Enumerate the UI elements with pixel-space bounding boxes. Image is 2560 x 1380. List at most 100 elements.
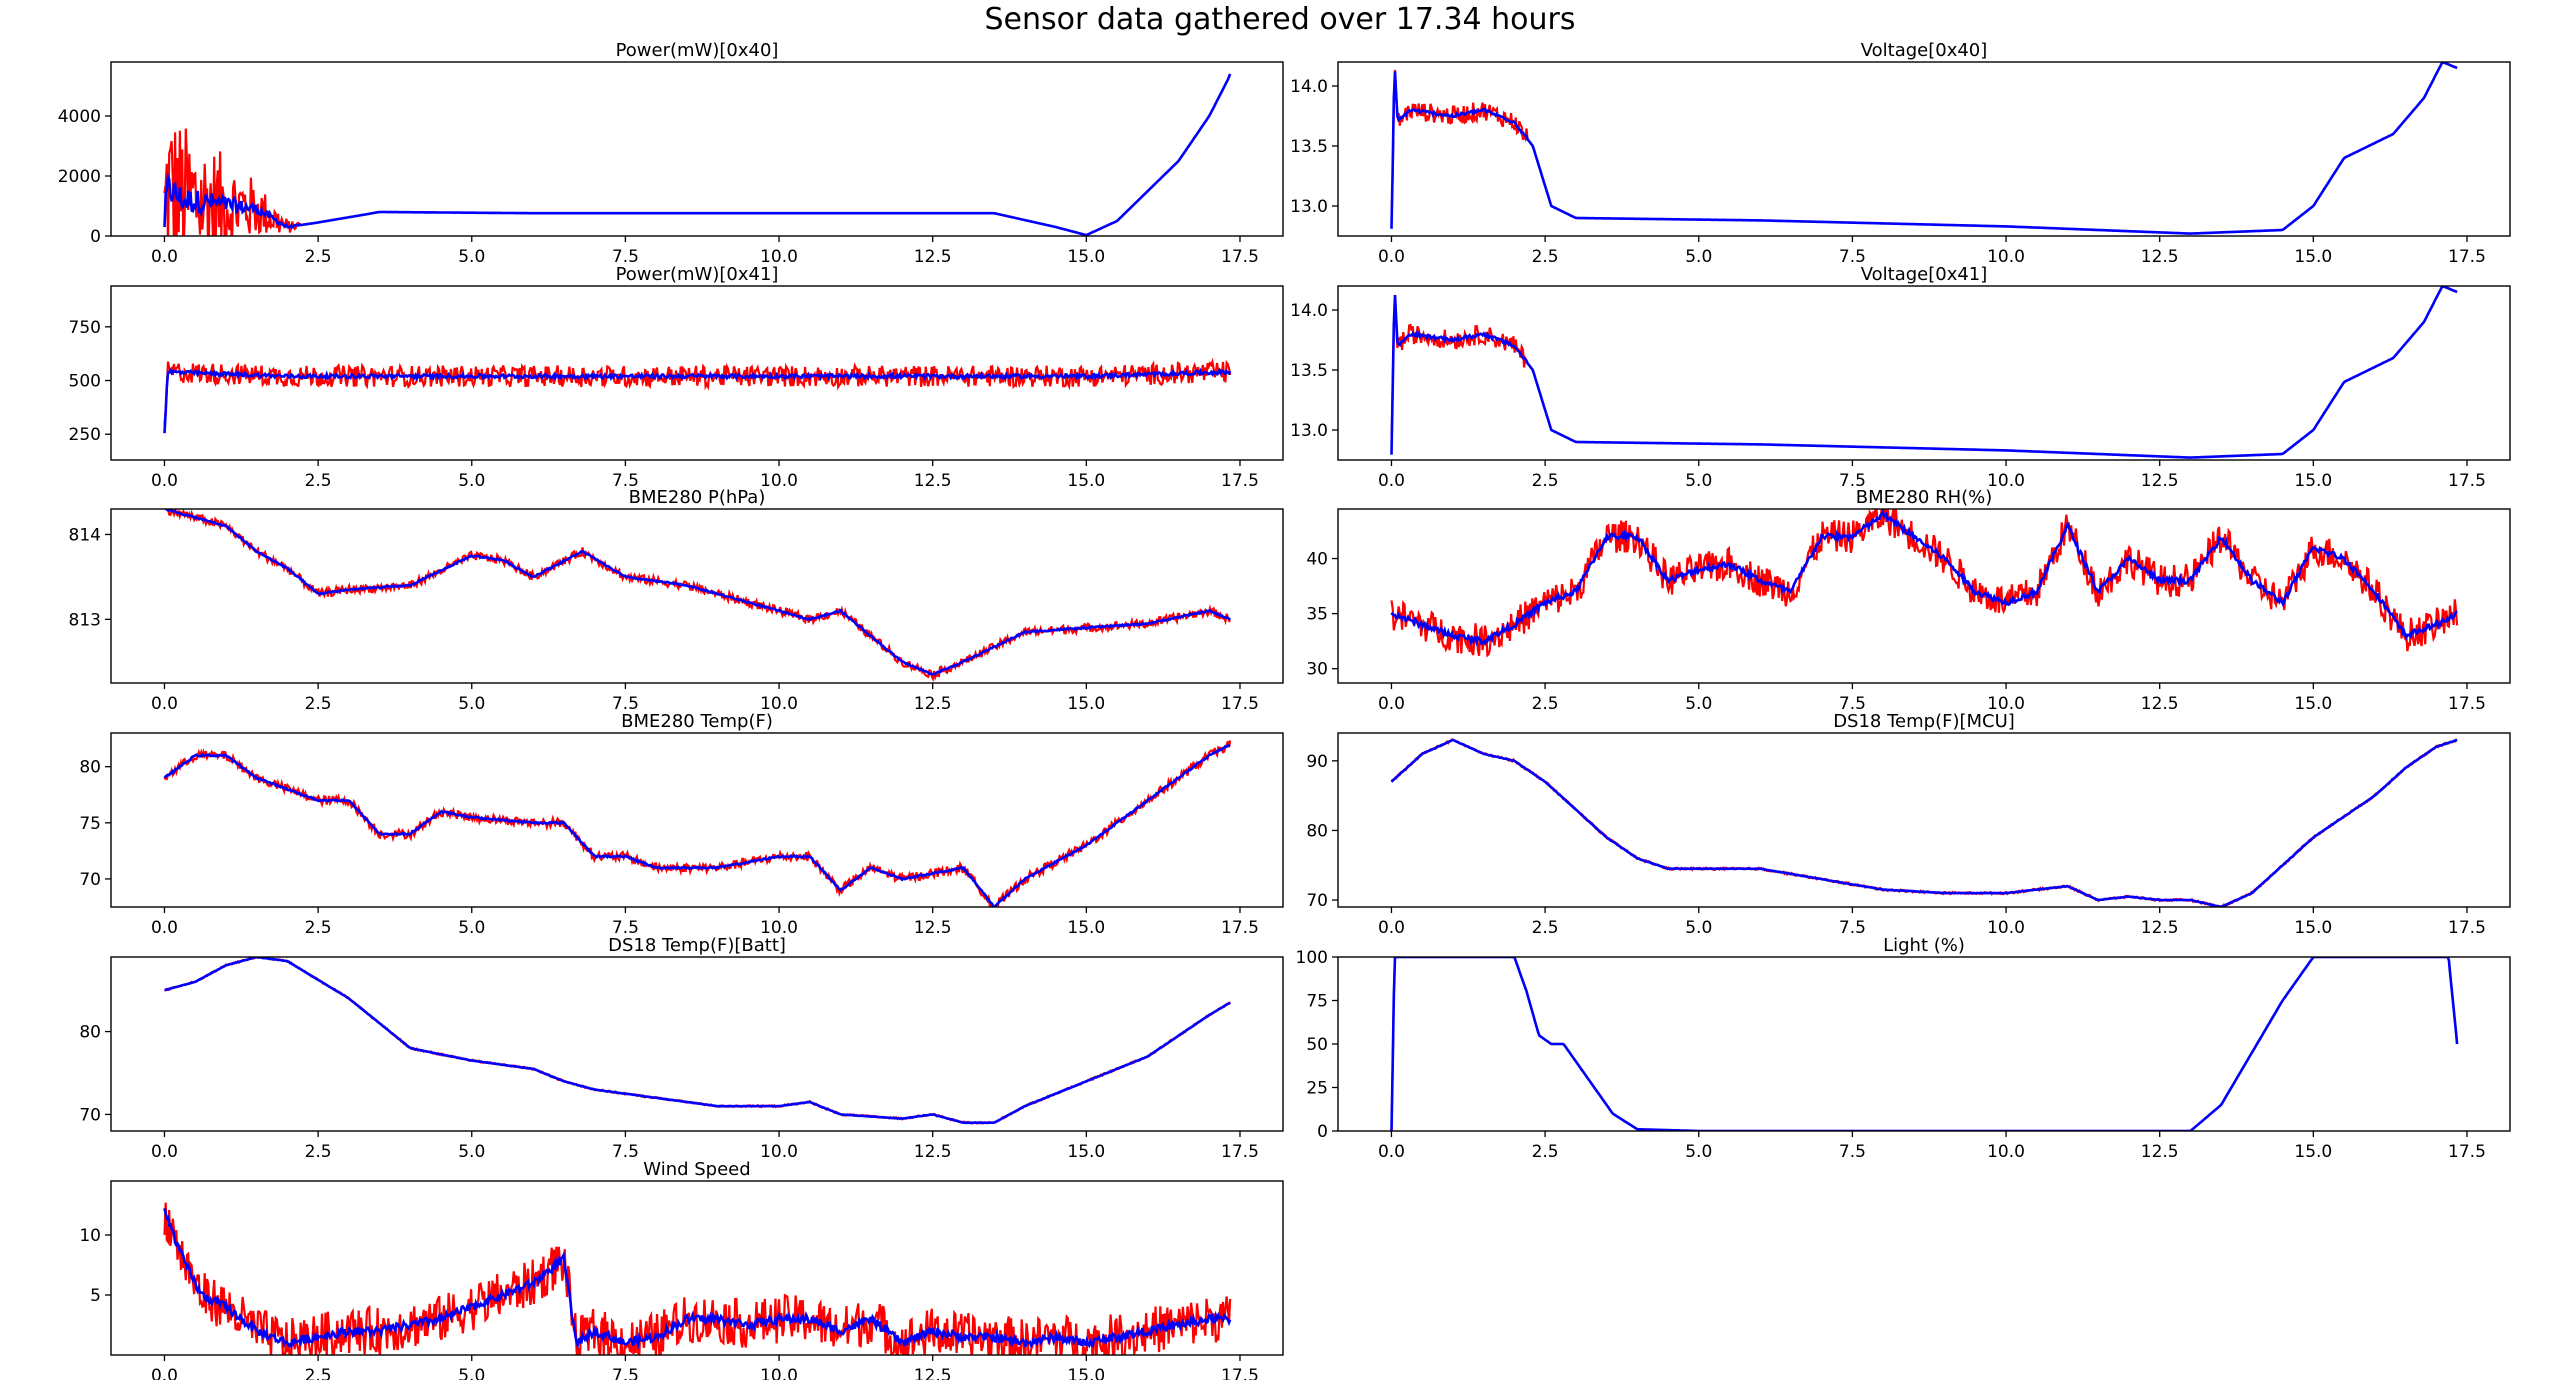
x-tick-label: 12.5 <box>914 918 952 938</box>
y-tick-label: 70 <box>1306 891 1328 911</box>
x-tick-label: 0.0 <box>1378 694 1405 714</box>
x-tick-label: 7.5 <box>612 247 639 267</box>
plot-area <box>164 509 1232 683</box>
axes-frame <box>110 61 1284 237</box>
subplot-1: Power(mW)[0x40] 0.0 2.5 5.0 7.5 10.0 12.5 15.0 1… <box>58 40 1284 267</box>
y-tick-label: 30 <box>1306 660 1328 680</box>
x-tick-label: 2.5 <box>1532 247 1559 267</box>
subplot-9: DS18 Temp(F)[Batt] 0.0 2.5 5.0 7.5 10.0 12.5 15… <box>79 935 1284 1162</box>
x-tick-label: 5.0 <box>1685 247 1712 267</box>
subplot-title: DS18 Temp(F)[MCU] <box>1833 711 2015 732</box>
x-tick-label: 17.5 <box>1221 247 1259 267</box>
x-tick-label: 5.0 <box>458 1142 485 1162</box>
y-tick-label: 0 <box>1317 1122 1328 1142</box>
series-smoothed-line <box>164 957 1231 1125</box>
x-tick-label: 5.0 <box>1685 918 1712 938</box>
y-tick-label: 80 <box>1306 821 1328 841</box>
x-tick-label: 5.0 <box>1685 694 1712 714</box>
x-tick-label: 15.0 <box>1067 1142 1105 1162</box>
x-tick-label: 0.0 <box>151 1366 178 1380</box>
series-smoothed-line <box>163 1208 1232 1350</box>
subplot-title: Voltage[0x41] <box>1861 264 1988 285</box>
series-smoothed-line <box>1390 286 2458 459</box>
axes-frame <box>110 956 1284 1132</box>
axes-frame <box>110 732 1284 908</box>
x-tick-label: 2.5 <box>1532 471 1559 491</box>
plot-area <box>163 1202 1232 1355</box>
series-smoothed-line <box>163 367 1232 434</box>
y-tick-label: 40 <box>1306 550 1328 570</box>
series-smoothed-line <box>1390 738 2458 907</box>
x-tick-label: 17.5 <box>1221 471 1259 491</box>
x-tick-label: 15.0 <box>1067 1366 1105 1380</box>
x-tick-label: 12.5 <box>2141 1142 2179 1162</box>
x-tick-label: 2.5 <box>305 247 332 267</box>
series-raw-line <box>163 357 1232 426</box>
x-tick-label: 10.0 <box>760 918 798 938</box>
axes-frame <box>1337 285 2511 461</box>
y-tick-label: 90 <box>1306 752 1328 772</box>
x-tick-label: 17.5 <box>1221 694 1259 714</box>
axes-frame <box>1337 508 2511 684</box>
series-smoothed-line <box>164 509 1232 676</box>
x-tick-label: 17.5 <box>2448 918 2486 938</box>
series-raw-line <box>163 73 1232 236</box>
x-tick-label: 17.5 <box>1221 918 1259 938</box>
y-tick-label: 13.0 <box>1290 421 1328 441</box>
x-tick-label: 0.0 <box>151 1142 178 1162</box>
x-tick-label: 5.0 <box>1685 471 1712 491</box>
series-raw-line <box>1390 62 2458 235</box>
subplot-title: DS18 Temp(F)[Batt] <box>608 935 786 956</box>
y-tick-label: 75 <box>79 814 101 834</box>
series-raw-line <box>163 740 1232 907</box>
y-tick-label: 814 <box>69 525 101 545</box>
x-tick-label: 2.5 <box>1532 918 1559 938</box>
x-tick-label: 0.0 <box>151 694 178 714</box>
x-tick-label: 12.5 <box>2141 471 2179 491</box>
x-tick-label: 2.5 <box>305 694 332 714</box>
x-tick-label: 7.5 <box>612 1366 639 1380</box>
series-raw-line <box>1390 286 2458 459</box>
x-tick-label: 17.5 <box>2448 694 2486 714</box>
x-tick-label: 15.0 <box>2294 694 2332 714</box>
x-tick-label: 5.0 <box>458 471 485 491</box>
x-tick-label: 10.0 <box>1987 694 2025 714</box>
x-tick-label: 7.5 <box>1839 694 1866 714</box>
x-tick-label: 12.5 <box>2141 918 2179 938</box>
series-raw-line <box>1390 509 2459 658</box>
subplot-4: Voltage[0x41] 0.0 2.5 5.0 7.5 10.0 12.5 15.0 17.… <box>1290 264 2511 491</box>
x-tick-label: 10.0 <box>760 1142 798 1162</box>
y-tick-label: 14.0 <box>1290 77 1328 97</box>
plot-area <box>163 357 1232 434</box>
x-tick-label: 17.5 <box>2448 247 2486 267</box>
x-tick-label: 2.5 <box>305 918 332 938</box>
x-tick-label: 10.0 <box>760 1366 798 1380</box>
y-tick-label: 5 <box>90 1286 101 1306</box>
x-tick-label: 7.5 <box>1839 247 1866 267</box>
y-tick-label: 750 <box>69 318 101 338</box>
x-tick-label: 2.5 <box>305 1366 332 1380</box>
x-tick-label: 12.5 <box>914 694 952 714</box>
subplot-3: Power(mW)[0x41] 0.0 2.5 5.0 7.5 10.0 12.5 15.0 1… <box>69 264 1284 491</box>
x-tick-label: 7.5 <box>1839 471 1866 491</box>
axes-frame <box>110 1180 1284 1356</box>
plot-area <box>1390 286 2458 459</box>
subplot-title: Wind Speed <box>643 1159 750 1180</box>
y-tick-label: 100 <box>1296 948 1328 968</box>
y-tick-label: 75 <box>1306 992 1328 1012</box>
series-smoothed-line <box>1390 62 2458 235</box>
x-tick-label: 7.5 <box>612 471 639 491</box>
x-tick-label: 12.5 <box>914 1366 952 1380</box>
subplot-title: Power(mW)[0x40] <box>616 40 779 61</box>
x-tick-label: 0.0 <box>151 471 178 491</box>
x-tick-label: 2.5 <box>305 1142 332 1162</box>
y-tick-label: 35 <box>1306 605 1328 625</box>
x-tick-label: 0.0 <box>151 918 178 938</box>
subplot-title: Power(mW)[0x41] <box>616 264 779 285</box>
plot-area <box>163 73 1232 236</box>
subplot-2: Voltage[0x40] 0.0 2.5 5.0 7.5 10.0 12.5 15.0 17.… <box>1290 40 2511 267</box>
subplot-title: BME280 Temp(F) <box>621 711 773 732</box>
series-raw-line <box>1390 738 2458 907</box>
x-tick-label: 10.0 <box>1987 918 2025 938</box>
